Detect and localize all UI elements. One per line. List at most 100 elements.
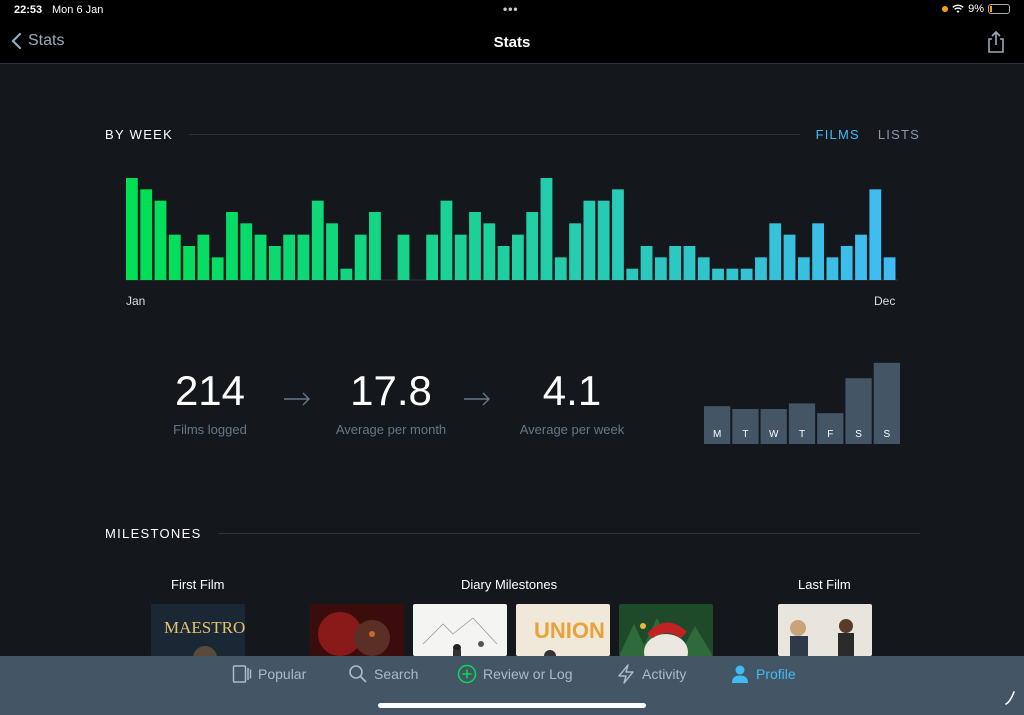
day-label: T	[742, 429, 748, 440]
home-indicator[interactable]	[378, 703, 646, 708]
week-bar[interactable]	[654, 257, 667, 280]
week-bar[interactable]	[554, 257, 567, 280]
week-bar[interactable]	[226, 212, 238, 280]
diary-milestone-poster-2[interactable]	[413, 604, 507, 656]
week-bar[interactable]	[197, 234, 210, 280]
week-bar[interactable]	[326, 223, 338, 280]
day-bar[interactable]	[817, 413, 844, 444]
tab-profile[interactable]: Profile	[730, 664, 796, 684]
tab-popular[interactable]: Popular	[232, 664, 306, 684]
week-bar[interactable]	[626, 268, 639, 280]
week-bar[interactable]	[483, 223, 496, 280]
per-month-value: 17.8	[350, 367, 432, 414]
day-bar[interactable]	[873, 362, 900, 444]
week-bar[interactable]	[126, 178, 138, 280]
week-bar[interactable]	[168, 234, 181, 280]
week-bar[interactable]	[297, 234, 310, 280]
by-week-heading: BY WEEK	[105, 127, 174, 142]
wifi-icon	[952, 4, 964, 13]
day-label: W	[769, 429, 779, 440]
day-bar[interactable]	[732, 409, 759, 444]
week-bar[interactable]	[254, 234, 267, 280]
poster-title: MAESTRO	[164, 618, 245, 637]
week-bar[interactable]	[740, 268, 753, 280]
lightning-icon	[618, 664, 634, 684]
week-bar[interactable]	[154, 200, 167, 280]
week-bar[interactable]	[340, 268, 353, 280]
per-week-stat: 4.1 Average per week	[512, 368, 632, 438]
arrow-right-icon	[284, 392, 310, 406]
week-bar[interactable]	[669, 246, 682, 280]
diary-milestone-poster-1[interactable]	[310, 604, 404, 656]
status-indicators: 9%	[942, 3, 1010, 15]
diary-milestones-title: Diary Milestones	[461, 577, 558, 592]
share-icon[interactable]	[986, 30, 1006, 54]
per-month-label: Average per month	[335, 422, 447, 437]
week-bar[interactable]	[569, 223, 581, 280]
week-bar[interactable]	[755, 257, 767, 280]
last-film-poster[interactable]	[778, 604, 872, 656]
week-bar[interactable]	[769, 223, 782, 280]
tab-search[interactable]: Search	[348, 664, 418, 684]
week-bar[interactable]	[683, 246, 696, 280]
week-bar[interactable]	[454, 234, 467, 280]
battery-percent: 9%	[968, 3, 984, 15]
week-bar[interactable]	[426, 234, 439, 280]
week-bar[interactable]	[240, 223, 253, 280]
week-bar[interactable]	[869, 189, 882, 280]
week-bar[interactable]	[597, 200, 610, 280]
pencil-icon[interactable]	[1004, 690, 1016, 706]
day-label: F	[827, 429, 833, 440]
diary-milestone-poster-4[interactable]	[619, 604, 713, 656]
day-bar[interactable]	[788, 403, 816, 444]
week-bar[interactable]	[140, 189, 153, 280]
week-bar[interactable]	[183, 246, 195, 280]
week-bar[interactable]	[397, 234, 410, 280]
week-bar[interactable]	[440, 200, 453, 280]
week-bar[interactable]	[712, 268, 724, 280]
chart-start-label: Jan	[126, 294, 146, 308]
milestones-heading: MILESTONES	[105, 526, 202, 541]
week-bar[interactable]	[797, 257, 810, 280]
page-title: Stats	[493, 34, 531, 51]
header-divider	[189, 134, 800, 135]
week-bar[interactable]	[883, 257, 896, 280]
week-bar[interactable]	[812, 223, 825, 280]
week-bar[interactable]	[855, 234, 867, 280]
multitasking-dots-icon[interactable]: •••	[503, 2, 519, 16]
week-bar[interactable]	[640, 246, 653, 280]
day-label: M	[713, 429, 721, 440]
week-bar[interactable]	[268, 246, 281, 280]
films-logged-value: 214	[174, 367, 246, 414]
week-bar[interactable]	[840, 246, 853, 280]
week-bar[interactable]	[583, 200, 596, 280]
week-bar[interactable]	[783, 234, 796, 280]
day-bar[interactable]	[845, 378, 872, 444]
first-film-poster[interactable]: MAESTRO	[151, 604, 245, 656]
back-button[interactable]: Stats	[10, 32, 64, 50]
day-bar[interactable]	[704, 406, 731, 444]
week-bar[interactable]	[283, 234, 296, 280]
week-bar[interactable]	[726, 268, 739, 280]
day-bar[interactable]	[760, 409, 787, 444]
last-film-title: Last Film	[798, 577, 851, 592]
lists-toggle[interactable]: LISTS	[877, 127, 920, 142]
tab-review-or-log[interactable]: Review or Log	[457, 664, 573, 684]
tab-activity[interactable]: Activity	[616, 664, 686, 684]
week-bar[interactable]	[469, 212, 481, 280]
week-bar[interactable]	[211, 257, 224, 280]
week-bar[interactable]	[512, 234, 524, 280]
week-bar[interactable]	[526, 212, 539, 280]
week-bar[interactable]	[826, 257, 839, 280]
poster-title: UNION	[534, 618, 605, 643]
films-toggle[interactable]: FILMS	[815, 127, 860, 142]
week-bar[interactable]	[369, 212, 381, 280]
week-bar[interactable]	[540, 178, 553, 280]
diary-milestone-poster-3[interactable]: UNION	[516, 604, 610, 656]
week-bar[interactable]	[497, 246, 510, 280]
privacy-indicator-icon	[942, 6, 949, 12]
week-bar[interactable]	[612, 189, 624, 280]
week-bar[interactable]	[697, 257, 710, 280]
week-bar[interactable]	[311, 200, 324, 280]
week-bar[interactable]	[354, 234, 367, 280]
